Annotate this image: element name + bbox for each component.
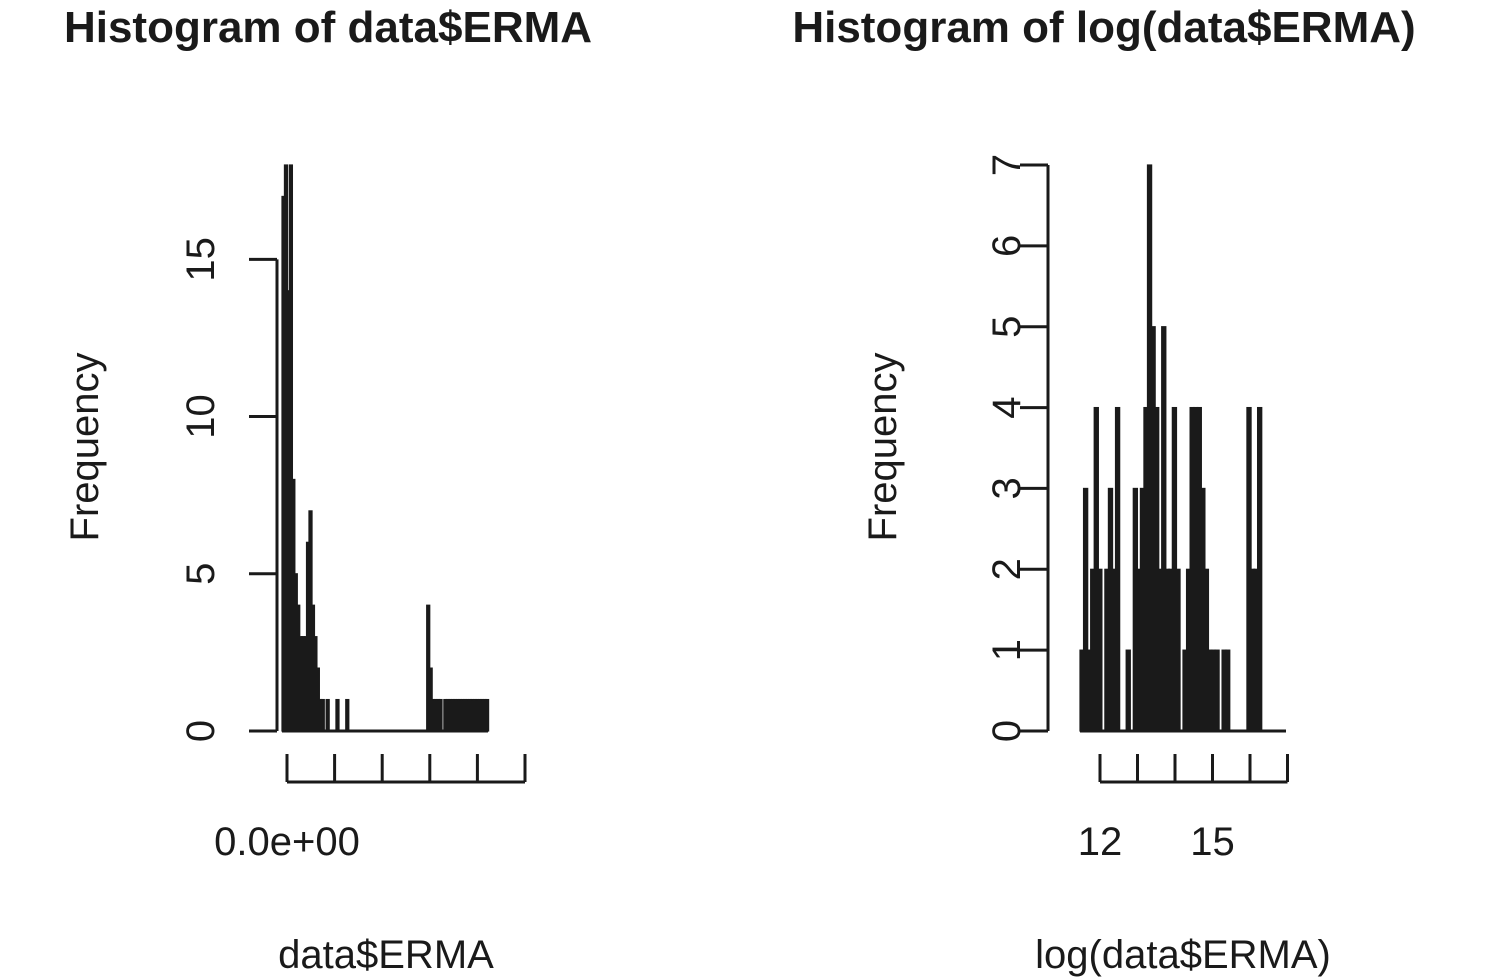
x-tick-label: 15 (1190, 820, 1235, 864)
y-tick-label: 6 (985, 235, 1029, 257)
x-axis-2: 12 15 (1078, 754, 1289, 864)
histogram-bar (1256, 406, 1263, 732)
histogram-bar (345, 698, 350, 732)
y-tick-label: 5 (985, 316, 1029, 338)
histogram-bar (1225, 649, 1231, 732)
y-axis-label-1: Frequency (63, 353, 107, 542)
y-tick-label: 4 (985, 396, 1029, 418)
histogram-panel-2: Histogram of log(data$ERMA) log(data$ERM… (792, 3, 1415, 977)
chart-title-2: Histogram of log(data$ERMA) (792, 3, 1415, 52)
y-tick-label: 3 (985, 477, 1029, 499)
histogram-bar (484, 698, 490, 732)
y-tick-label: 0 (179, 720, 223, 742)
x-axis-1: 0.0e+00 (214, 754, 527, 864)
y-tick-label: 15 (179, 237, 223, 282)
histogram-bar (1097, 568, 1103, 732)
histogram-bar (1214, 649, 1220, 732)
y-tick-label: 0 (985, 720, 1029, 742)
y-axis-label-2: Frequency (861, 353, 905, 542)
x-tick-label: 12 (1078, 820, 1123, 864)
histogram-panel-1: Histogram of data$ERMA data$ERMA Frequen… (63, 3, 592, 977)
histogram-bar (335, 698, 340, 732)
histogram-bar (325, 698, 330, 732)
chart-title-1: Histogram of data$ERMA (64, 3, 592, 52)
x-axis-label-1: data$ERMA (278, 933, 494, 977)
x-axis-label-2: log(data$ERMA) (1035, 933, 1331, 977)
bars-2 (1079, 164, 1286, 733)
histogram-bar (320, 698, 325, 732)
y-tick-label: 10 (179, 394, 223, 439)
bars-1 (281, 164, 490, 733)
x-tick-label: 0.0e+00 (214, 820, 360, 864)
histogram-bar (438, 698, 443, 732)
y-tick-label: 7 (985, 154, 1029, 176)
histogram-bar (1175, 568, 1181, 732)
histogram-bar (1114, 406, 1121, 732)
histogram-bar (1125, 649, 1131, 732)
y-tick-label: 1 (985, 639, 1029, 661)
y-axis-2: 0 1 2 3 4 5 6 7 (985, 154, 1050, 742)
y-axis-1: 0 5 10 15 (179, 237, 279, 742)
y-tick-label: 2 (985, 558, 1029, 580)
y-tick-label: 5 (179, 563, 223, 585)
